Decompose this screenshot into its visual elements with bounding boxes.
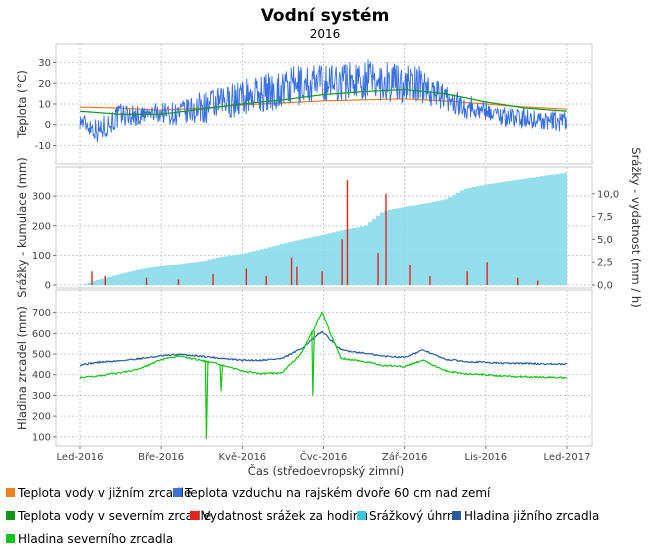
y-tick-label: 20: [38, 79, 51, 90]
chart-title: Vodní systém: [261, 6, 390, 26]
y-tick-label: 400: [32, 370, 51, 381]
y-tick-label: 100: [32, 251, 51, 262]
y-right-tick-label: 7,5: [597, 212, 613, 223]
legend-entry: Hladina jižního zrcadla: [464, 509, 599, 523]
legend-entry: Teplota vody v severním zrcadle: [17, 509, 211, 523]
series-teplota-vody-v-severnim-zrcadle: [80, 88, 568, 115]
legend-swatch: [190, 511, 199, 520]
legend-entry: Teplota vody v jižním zrcadle: [17, 486, 191, 500]
y-right-tick-label: 5,0: [597, 235, 613, 246]
series-hladina-jizniho-zrcadla: [79, 330, 568, 367]
series-hladina-severniho-zrcadla: [79, 311, 567, 380]
legend-entry: Teplota vzduchu na rajském dvoře 60 cm n…: [184, 486, 491, 500]
legend-entry: Srážkový úhrn: [369, 509, 455, 523]
legend-entry: Vydatnost srážek za hodinu: [202, 509, 368, 523]
y-tick-label: 200: [32, 412, 51, 423]
legend-entry: Hladina severního zrcadla: [18, 532, 173, 546]
x-axis-label: Čas (středoevropský zimní): [248, 463, 404, 478]
x-tick-label: Bře-2016: [138, 451, 184, 463]
legend-swatch: [6, 511, 15, 520]
y-tick-label: 200: [32, 221, 51, 232]
y-axis-label: Srážky - kumulace (mm): [15, 157, 29, 297]
series-vydatnost-srazek-za-hodinu: [91, 180, 539, 285]
y-tick-label: 300: [32, 192, 51, 203]
x-tick-label: Čvc-2016: [300, 450, 347, 463]
y-right-axis-label: Srážky - vydatnost (mm / h): [629, 147, 643, 307]
y-tick-label: 30: [38, 58, 51, 69]
y-tick-label: 500: [32, 350, 51, 361]
series-hladina-severniho-zrcadla-dip: [219, 364, 224, 392]
y-tick-label: 10: [38, 100, 51, 111]
series-hladina-severniho-zrcadla-dip: [311, 330, 315, 396]
y-axis-label: Hladina zrcadel (mm): [15, 306, 29, 430]
y-right-tick-label: 2,5: [597, 258, 613, 269]
y-right-tick-label: 0,0: [597, 281, 613, 292]
x-tick-label: Kvě-2016: [218, 451, 266, 463]
x-tick-label: Led-2017: [544, 452, 591, 463]
legend-swatch: [452, 511, 461, 520]
y-axis-label: Teplota (°C): [15, 70, 29, 139]
y-right-tick-label: 10,0: [597, 189, 619, 200]
legend-swatch: [357, 511, 366, 520]
x-tick-label: Lis-2016: [465, 452, 508, 463]
y-tick-label: -10: [35, 141, 51, 152]
series-srazkovy-uhrn: [80, 172, 567, 285]
x-tick-label: Zář-2016: [382, 451, 428, 463]
y-tick-label: 700: [32, 308, 51, 319]
chart-subtitle: 2016: [310, 27, 341, 41]
series-teplota-vzduchu-na-rajskem-dvore-60-cm-nad-zemi: [79, 59, 568, 143]
legend-swatch: [6, 488, 15, 497]
legend-swatch: [6, 534, 15, 543]
y-tick-label: 100: [32, 432, 51, 443]
x-tick-label: Led-2016: [57, 452, 104, 463]
y-tick-label: 300: [32, 391, 51, 402]
y-tick-label: 0: [45, 120, 51, 131]
series-hladina-severniho-zrcadla-dip: [204, 361, 209, 439]
panel-3-frame: [55, 289, 593, 447]
legend-swatch: [173, 488, 182, 497]
y-tick-label: 600: [32, 329, 51, 340]
y-tick-label: 0: [45, 281, 51, 292]
